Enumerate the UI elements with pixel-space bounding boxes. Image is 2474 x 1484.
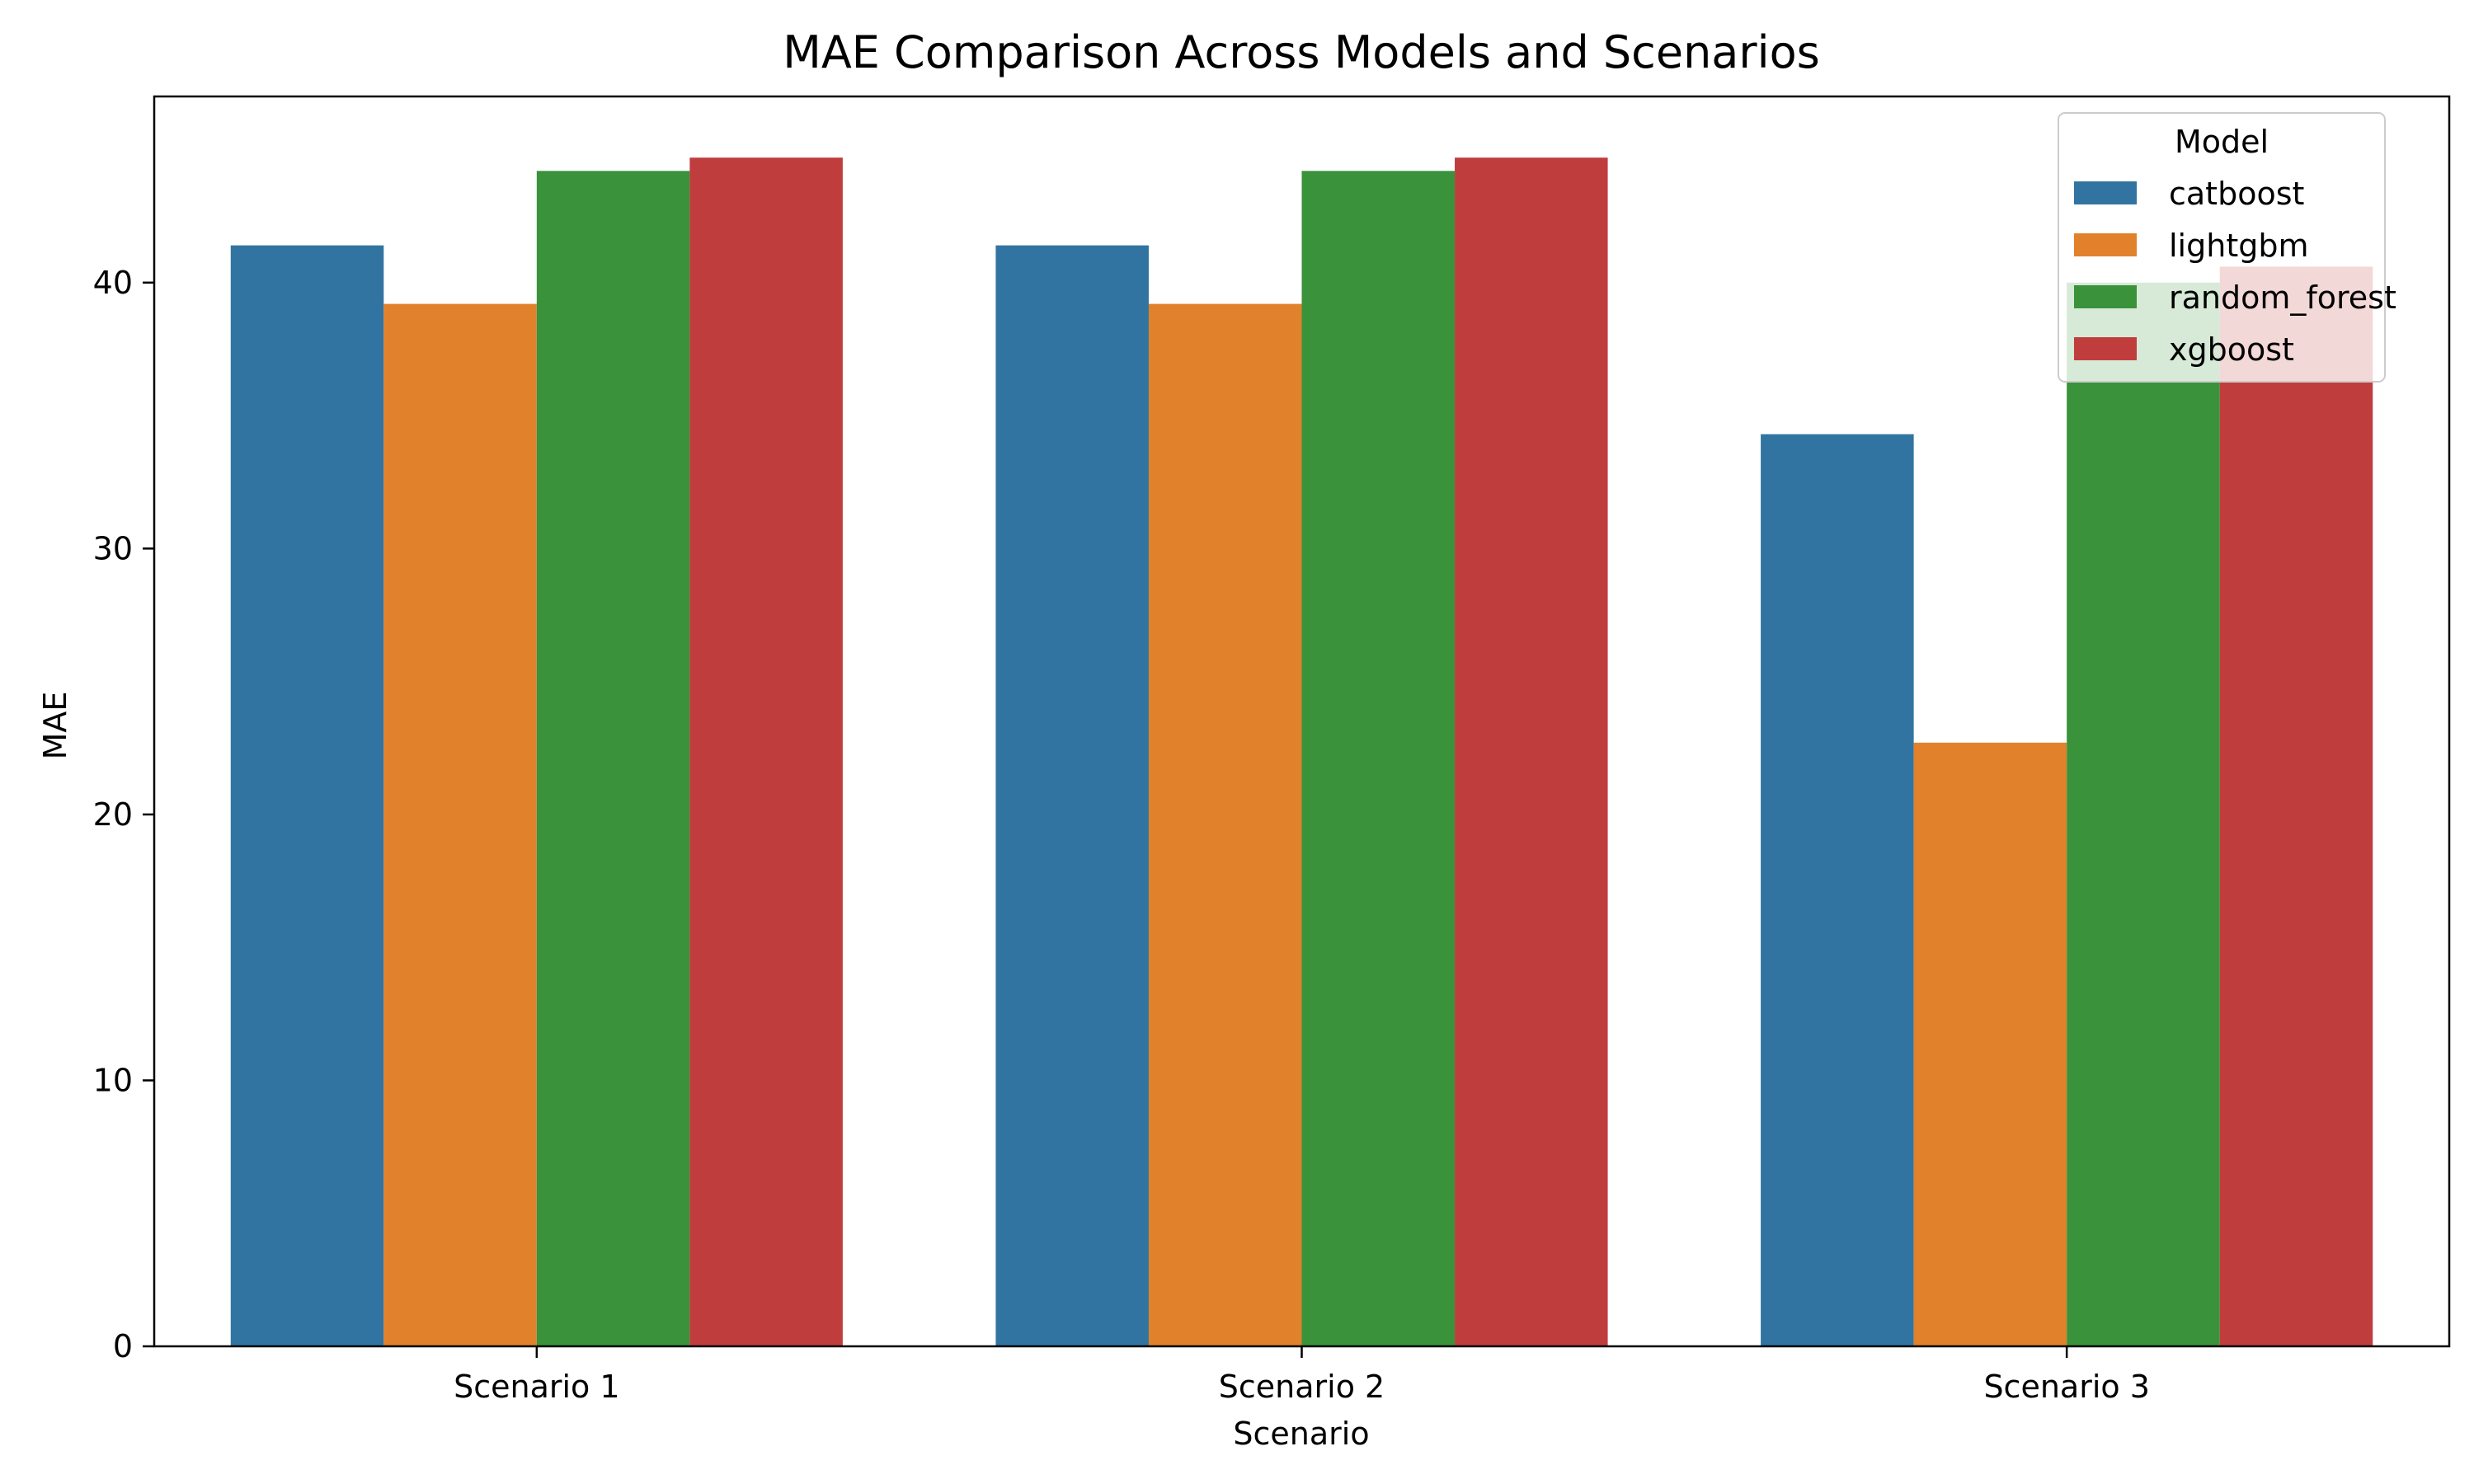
bars [230, 157, 2373, 1347]
legend-label-lightgbm: lightgbm [2169, 228, 2308, 264]
bar-random-forest-scenario-1 [536, 171, 690, 1346]
bar-lightgbm-scenario-2 [1148, 303, 1302, 1346]
y-tick-label: 30 [93, 530, 133, 566]
chart-title: MAE Comparison Across Models and Scenari… [783, 26, 1820, 78]
x-tick-label: Scenario 1 [454, 1369, 619, 1405]
y-tick-label: 10 [93, 1062, 133, 1098]
bar-lightgbm-scenario-3 [1913, 742, 2067, 1346]
legend-box [2058, 112, 2386, 383]
y-tick-label: 20 [93, 796, 133, 833]
bar-xgboost-scenario-2 [1455, 157, 1608, 1346]
x-axis-label: Scenario [1233, 1416, 1369, 1452]
y-tick-label: 40 [93, 265, 133, 301]
legend-swatch-lightgbm [2074, 233, 2137, 256]
x-tick-label: Scenario 2 [1219, 1369, 1385, 1405]
legend-label-random-forest: random_forest [2169, 279, 2396, 316]
plot-frame [153, 95, 2451, 1348]
legend-swatch-xgboost [2074, 337, 2137, 360]
bar-xgboost-scenario-3 [2219, 266, 2373, 1346]
bar-random-forest-scenario-3 [2067, 282, 2220, 1346]
y-axis-ticks: 0 10 20 30 40 [93, 265, 154, 1364]
bar-lightgbm-scenario-1 [383, 303, 537, 1346]
y-tick-label: 0 [113, 1328, 133, 1364]
x-axis-ticks: Scenario 1 Scenario 2 Scenario 3 [454, 1346, 2150, 1405]
bar-catboost-scenario-2 [995, 245, 1149, 1347]
plot-area: Scenario 1 Scenario 2 Scenario 3 0 10 20 30 40 [93, 95, 2451, 1405]
legend: Model catboost lightgbm random_forestxgboo… [2058, 112, 2396, 383]
bar-catboost-scenario-3 [1761, 434, 1914, 1346]
legend-swatch-catboost [2074, 181, 2137, 204]
bar-xgboost-scenario-1 [689, 157, 843, 1346]
legend-title: Model [2175, 124, 2269, 160]
x-tick-label: Scenario 3 [1983, 1369, 2149, 1405]
y-axis-label: MAE [37, 692, 73, 760]
bar-random-forest-scenario-2 [1301, 171, 1456, 1346]
legend-label-catboost: catboost [2169, 176, 2304, 212]
legend-swatch-random-forest [2074, 285, 2137, 308]
bar-catboost-scenario-1 [230, 245, 384, 1347]
legend-label-xgboost: xgboost [2169, 331, 2294, 368]
